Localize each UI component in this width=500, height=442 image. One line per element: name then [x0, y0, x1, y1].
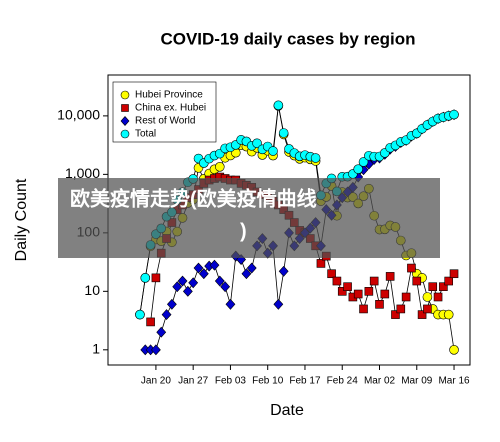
- marker: [332, 276, 342, 286]
- marker: [359, 304, 368, 314]
- marker: [449, 269, 459, 279]
- legend-box: [112, 81, 217, 143]
- marker: [417, 310, 427, 319]
- marker: [135, 309, 145, 320]
- marker: [273, 298, 284, 310]
- y-tick-label: 1: [92, 341, 100, 357]
- marker: [193, 262, 204, 274]
- marker: [225, 298, 236, 310]
- legend-marker: [120, 129, 130, 139]
- y-tick-label: 10,000: [57, 107, 100, 123]
- marker: [151, 273, 161, 283]
- marker: [449, 109, 459, 120]
- marker: [188, 277, 199, 289]
- marker: [439, 282, 448, 292]
- marker: [353, 289, 363, 299]
- y-tick-label: 10: [84, 282, 100, 298]
- marker: [146, 317, 155, 327]
- marker: [407, 263, 416, 273]
- marker: [220, 281, 231, 293]
- marker: [156, 326, 167, 338]
- x-tick-label: Feb 03: [215, 376, 247, 387]
- marker: [369, 276, 379, 286]
- x-axis-label: Date: [270, 402, 304, 419]
- marker: [214, 275, 225, 287]
- marker: [343, 282, 352, 292]
- legend-label: China ex. Hubei: [135, 103, 206, 114]
- marker: [412, 276, 422, 286]
- marker: [423, 304, 432, 314]
- marker: [140, 273, 151, 283]
- legend-marker: [120, 90, 130, 100]
- marker: [214, 161, 225, 172]
- x-tick-label: Mar 09: [401, 376, 433, 387]
- marker: [444, 276, 454, 286]
- marker: [401, 292, 411, 302]
- marker: [391, 310, 400, 319]
- overlay-text: 欧美疫情走势(欧美疫情曲线: [70, 186, 317, 210]
- x-tick-label: Mar 02: [364, 376, 396, 387]
- legend-marker: [120, 116, 130, 126]
- marker: [198, 268, 209, 280]
- marker: [246, 262, 257, 274]
- legend-label: Total: [135, 129, 156, 140]
- marker: [278, 265, 289, 277]
- marker: [428, 282, 438, 292]
- legend-marker: [121, 104, 129, 112]
- legend-label: Rest of World: [135, 116, 195, 127]
- marker: [443, 309, 454, 320]
- marker: [268, 146, 278, 156]
- marker: [172, 281, 183, 293]
- marker: [380, 289, 390, 299]
- marker: [422, 292, 433, 302]
- marker: [310, 153, 321, 163]
- marker: [166, 298, 177, 310]
- marker: [327, 269, 336, 279]
- marker: [278, 128, 289, 138]
- marker: [449, 345, 459, 355]
- marker: [177, 275, 188, 287]
- marker: [396, 304, 406, 314]
- x-tick-label: Jan 20: [141, 376, 171, 387]
- overlay-text: ): [240, 220, 247, 242]
- overlay-banner: [58, 178, 440, 258]
- marker: [182, 285, 193, 297]
- marker: [273, 100, 284, 111]
- y-tick-label: 1,000: [65, 165, 100, 181]
- x-tick-label: Jan 27: [178, 376, 208, 387]
- x-tick-label: Feb 10: [252, 376, 284, 387]
- x-tick-label: Mar 16: [438, 376, 470, 387]
- chart-title: COVID-19 daily cases by region: [160, 29, 415, 48]
- marker: [151, 344, 161, 356]
- marker: [433, 292, 443, 302]
- marker: [252, 138, 262, 149]
- marker: [241, 268, 252, 280]
- marker: [385, 272, 395, 281]
- marker: [337, 287, 347, 296]
- marker: [364, 287, 374, 296]
- x-tick-label: Feb 17: [289, 376, 321, 387]
- marker: [353, 164, 364, 174]
- marker: [209, 259, 220, 271]
- marker: [358, 157, 369, 167]
- marker: [161, 309, 172, 321]
- marker: [316, 259, 326, 268]
- legend-label: Hubei Province: [135, 90, 203, 101]
- y-axis-label: Daily Count: [13, 178, 30, 261]
- marker: [375, 300, 384, 309]
- x-tick-label: Feb 24: [327, 376, 359, 387]
